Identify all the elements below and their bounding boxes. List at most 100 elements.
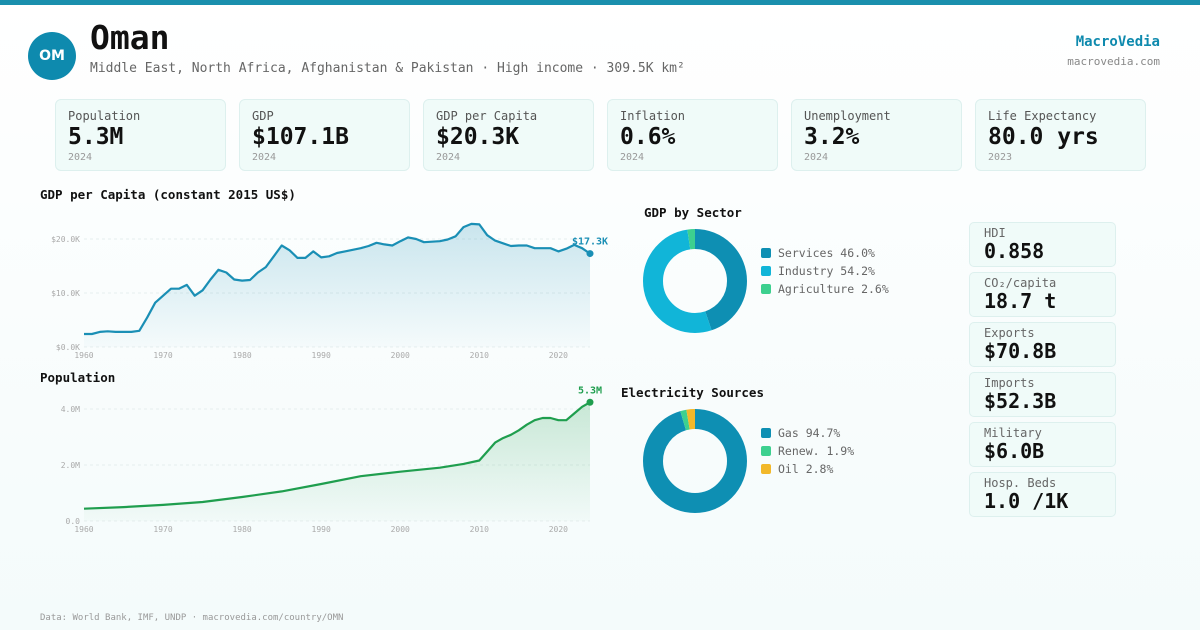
x-tick-label: 2010 (470, 525, 489, 534)
y-tick-label: $0.0K (56, 343, 80, 352)
y-tick-label: 0.0 (66, 517, 81, 526)
kpi-value: $107.1B (252, 124, 349, 150)
end-point (586, 398, 594, 406)
x-tick-label: 1980 (232, 351, 251, 360)
series-area (84, 402, 590, 521)
stat-label: CO₂/capita (984, 276, 1057, 290)
stat-value: 1.0 /1K (984, 489, 1069, 513)
series-area (84, 223, 590, 347)
gdp-by-sector-donut (643, 229, 747, 333)
electricity-legend: Gas 94.7% Renew. 1.9% Oil 2.8% (761, 424, 854, 478)
kpi-card-inflation: Inflation 0.6% 2024 (607, 99, 778, 171)
kpi-value: 0.6% (620, 124, 676, 150)
x-tick-label: 2020 (549, 525, 568, 534)
country-subtitle: Middle East, North Africa, Afghanistan &… (90, 61, 685, 76)
stat-value: $70.8B (984, 339, 1057, 363)
kpi-year: 2024 (804, 152, 829, 163)
legend-label: Gas 94.7% (778, 426, 841, 440)
kpi-card-unemployment: Unemployment 3.2% 2024 (791, 99, 962, 171)
kpi-card-population: Population 5.3M 2024 (55, 99, 226, 171)
kpi-value: $20.3K (436, 124, 520, 150)
kpi-year: 2023 (988, 152, 1013, 163)
y-tick-label: $10.0K (51, 289, 80, 298)
kpi-label: GDP (252, 109, 274, 123)
x-tick-label: 1970 (153, 351, 172, 360)
legend-item: Renew. 1.9% (761, 442, 854, 460)
stat-label: Imports (984, 376, 1035, 390)
top-accent-bar (0, 0, 1200, 5)
kpi-label: Unemployment (804, 109, 891, 123)
stat-card-imports: Imports $52.3B (969, 372, 1116, 417)
kpi-year: 2024 (436, 152, 461, 163)
gdp-chart-title: GDP per Capita (constant 2015 US$) (40, 187, 296, 202)
stat-card-hdi: HDI 0.858 (969, 222, 1116, 267)
kpi-card-gdp-per-capita: GDP per Capita $20.3K 2024 (423, 99, 594, 171)
brand-name[interactable]: MacroVedia (1075, 34, 1160, 50)
legend-label: Oil 2.8% (778, 462, 834, 476)
country-code-badge: OM (28, 32, 76, 80)
population-chart: 0.0 2.0M 4.0M 1960 1970 1980 1990 2000 2010 2020 5… (61, 385, 602, 534)
legend-label: Agriculture 2.6% (778, 282, 889, 296)
kpi-year: 2024 (68, 152, 93, 163)
x-tick-label: 2020 (549, 351, 568, 360)
sector-chart-title: GDP by Sector (644, 205, 742, 220)
population-chart-title: Population (40, 370, 116, 385)
kpi-year: 2024 (252, 152, 277, 163)
electricity-chart-title: Electricity Sources (621, 385, 764, 400)
x-tick-label: 1980 (232, 525, 251, 534)
donut-slice (643, 409, 747, 513)
electricity-sources-donut (643, 409, 747, 513)
kpi-label: GDP per Capita (436, 109, 538, 123)
legend-swatch (761, 248, 771, 258)
kpi-year: 2024 (620, 152, 645, 163)
x-tick-label: 1990 (312, 351, 331, 360)
kpi-value: 3.2% (804, 124, 860, 150)
legend-swatch (761, 266, 771, 276)
legend-item: Gas 94.7% (761, 424, 854, 442)
stat-value: $6.0B (984, 439, 1045, 463)
stat-value: 18.7 t (984, 289, 1057, 313)
stat-card-exports: Exports $70.8B (969, 322, 1116, 367)
stat-label: Exports (984, 326, 1035, 340)
stat-label: Military (984, 426, 1042, 440)
kpi-label: Inflation (620, 109, 686, 123)
donut-slice (643, 409, 747, 513)
stat-card-military: Military $6.0B (969, 422, 1116, 467)
series-line (84, 222, 591, 336)
sector-legend: Services 46.0% Industry 54.2% Agricultur… (761, 244, 889, 298)
x-tick-label: 1960 (74, 351, 93, 360)
legend-label: Industry 54.2% (778, 264, 875, 278)
kpi-label: Population (68, 109, 141, 123)
legend-swatch (761, 446, 771, 456)
legend-swatch (761, 428, 771, 438)
donut-slice (643, 229, 747, 333)
x-tick-label: 2010 (470, 351, 489, 360)
country-name: Oman (90, 18, 170, 57)
stat-card-hospital-beds: Hosp. Beds 1.0 /1K (969, 472, 1116, 517)
gdp-per-capita-chart: $0.0K $10.0K $20.0K 1960 1970 1980 1990 2000 201… (51, 222, 608, 360)
legend-item: Services 46.0% (761, 244, 889, 262)
stat-value: $52.3B (984, 389, 1057, 413)
donut-slice (643, 229, 747, 333)
x-tick-label: 2000 (391, 351, 410, 360)
legend-item: Oil 2.8% (761, 460, 854, 478)
stat-card-co2: CO₂/capita 18.7 t (969, 272, 1116, 317)
brand-url[interactable]: macrovedia.com (1067, 55, 1160, 68)
legend-item: Industry 54.2% (761, 262, 889, 280)
x-tick-label: 2000 (391, 525, 410, 534)
series-line (83, 401, 591, 510)
end-point (586, 250, 594, 258)
kpi-card-life-expectancy: Life Expectancy 80.0 yrs 2023 (975, 99, 1146, 171)
end-value-label: 5.3M (578, 385, 602, 396)
kpi-label: Life Expectancy (988, 109, 1097, 123)
stat-label: HDI (984, 226, 1006, 240)
legend-swatch (761, 464, 771, 474)
end-value-label: $17.3K (572, 237, 608, 248)
stat-value: 0.858 (984, 239, 1045, 263)
y-tick-label: 2.0M (61, 461, 80, 470)
footer-source: Data: World Bank, IMF, UNDP · macrovedia… (40, 613, 344, 623)
y-tick-label: $20.0K (51, 235, 80, 244)
x-tick-label: 1990 (312, 525, 331, 534)
kpi-value: 5.3M (68, 124, 124, 150)
legend-swatch (761, 284, 771, 294)
